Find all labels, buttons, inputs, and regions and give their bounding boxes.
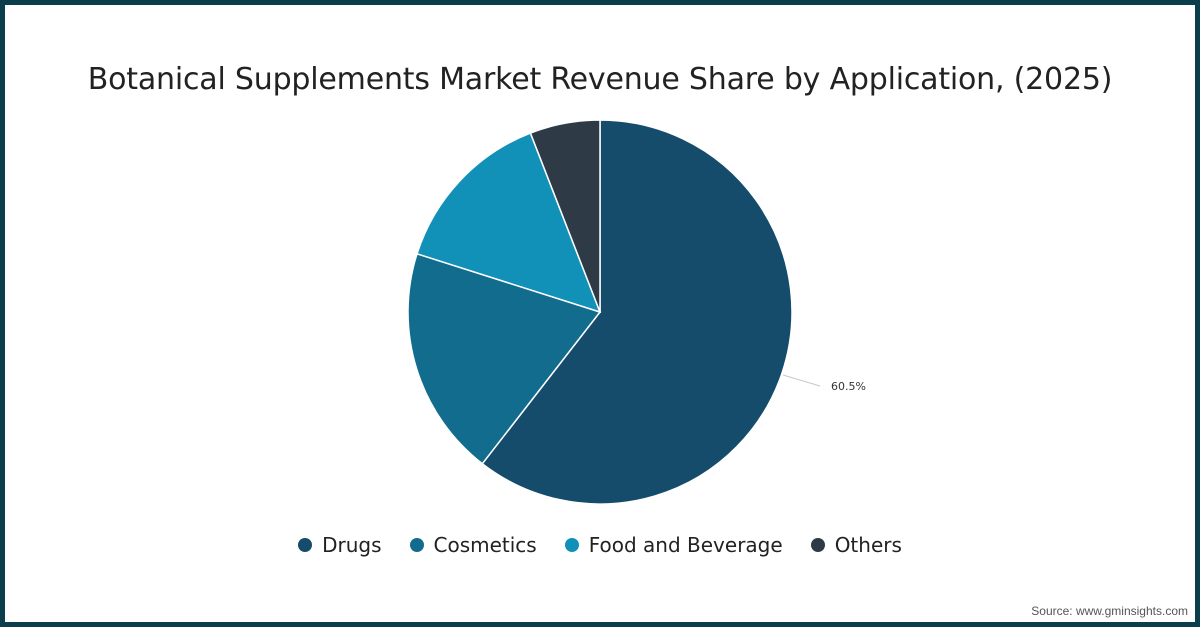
pie-slice-drugs[interactable] [481,119,793,505]
legend-dot-icon [409,538,424,552]
pie-slice-cosmetics[interactable] [407,252,602,465]
legend-item-others[interactable]: Others [810,533,902,557]
legend-item-cosmetics[interactable]: Cosmetics [409,533,537,557]
chart-title: Botanical Supplements Market Revenue Sha… [87,62,1113,97]
chart-legend: Drugs Cosmetics Food and Beverage Others [0,533,1200,557]
source-credit: Source: www.gminsights.com [1031,604,1188,618]
pie-slice-food-and-beverage[interactable] [416,132,602,314]
legend-label: Food and Beverage [588,533,783,557]
legend-item-food-and-beverage[interactable]: Food and Beverage [564,533,783,557]
legend-label: Cosmetics [433,533,537,557]
legend-dot-icon [564,538,579,552]
pie-slice-others[interactable] [529,119,601,313]
legend-dot-icon [298,538,313,552]
legend-label: Drugs [322,533,382,557]
pie-slices [407,119,793,505]
drugs-label-leader [782,374,821,387]
legend-dot-icon [810,538,825,552]
drugs-data-label: 60.5% [831,380,866,393]
legend-item-drugs[interactable]: Drugs [298,533,382,557]
legend-label: Others [834,533,902,557]
